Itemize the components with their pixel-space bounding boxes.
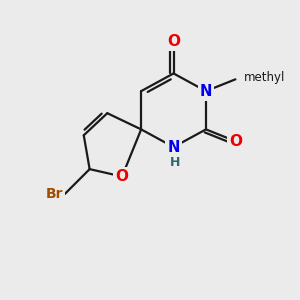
Text: H: H: [170, 156, 180, 169]
Text: methyl: methyl: [244, 71, 286, 84]
Text: O: O: [116, 169, 128, 184]
Text: N: N: [167, 140, 180, 154]
Text: Br: Br: [46, 187, 63, 201]
Text: N: N: [200, 84, 212, 99]
Text: O: O: [229, 134, 242, 149]
Text: O: O: [167, 34, 180, 49]
